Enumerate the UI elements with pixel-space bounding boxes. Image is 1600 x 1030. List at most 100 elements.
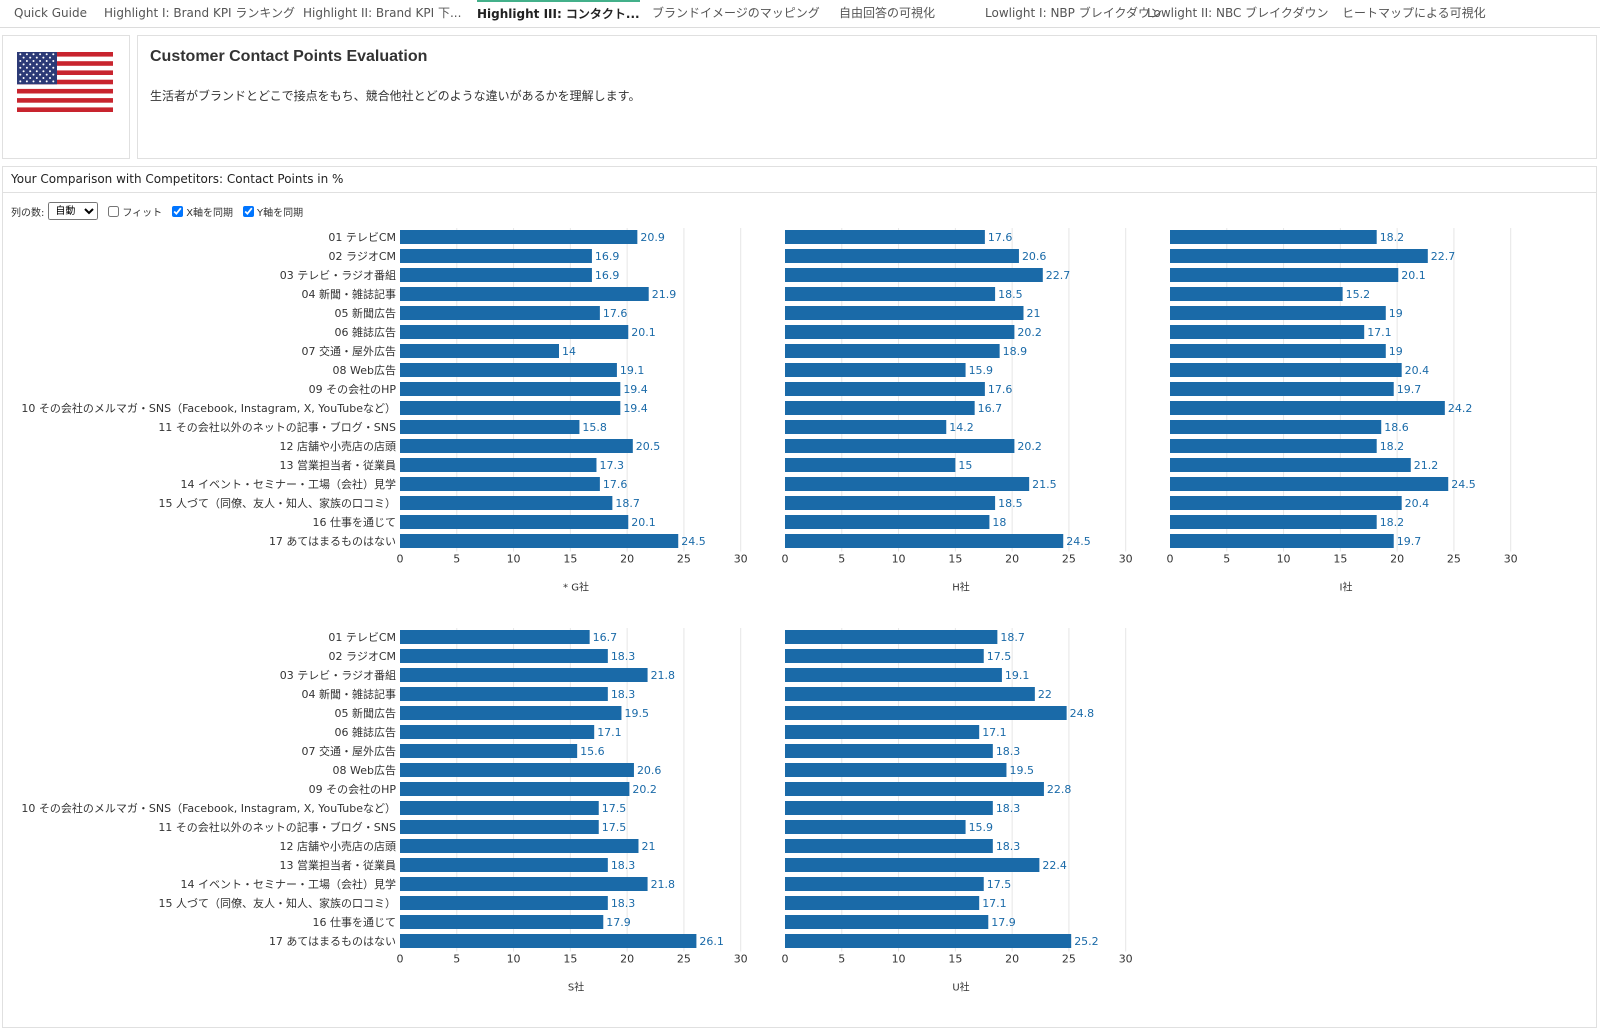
bar xyxy=(1170,534,1394,548)
bar-value-label: 16.9 xyxy=(595,250,620,263)
category-label: 06 雑誌広告 xyxy=(335,725,397,739)
bar xyxy=(785,630,998,644)
bar-value-label: 18.2 xyxy=(1380,516,1405,529)
x-tick-label: 15 xyxy=(948,553,962,566)
bar-value-label: 19.7 xyxy=(1397,383,1422,396)
bar-value-label: 17.9 xyxy=(606,916,631,929)
bar xyxy=(785,687,1035,701)
bar-value-label: 18.9 xyxy=(1003,345,1028,358)
bar-value-label: 17.5 xyxy=(602,821,627,834)
bar xyxy=(785,287,996,301)
bar xyxy=(785,344,1000,358)
category-label: 09 その会社のHP xyxy=(309,382,397,396)
fit-checkbox[interactable] xyxy=(108,205,120,217)
bar xyxy=(400,801,599,815)
tab-4[interactable]: Highlight III: コンタクト... xyxy=(477,0,640,27)
tab-6[interactable]: 自由回答の可視化 xyxy=(839,6,936,20)
tab-8[interactable]: Lowlight II: NBC ブレイクダウン xyxy=(1147,6,1329,20)
bar xyxy=(785,706,1067,720)
bar-value-label: 17.1 xyxy=(982,726,1007,739)
tab-1[interactable]: Quick Guide xyxy=(14,6,87,20)
us-flag-icon xyxy=(17,52,113,112)
bar-value-label: 21 xyxy=(1026,307,1040,320)
bar xyxy=(785,496,996,510)
bar-value-label: 18.3 xyxy=(996,802,1021,815)
bar-value-label: 15 xyxy=(958,459,972,472)
category-label: 14 イベント・セミナー・工場（会社）見学 xyxy=(181,877,397,891)
bar-value-label: 22.4 xyxy=(1042,859,1067,872)
tab-3[interactable]: Highlight II: Brand KPI 下... xyxy=(303,6,462,20)
bar-value-label: 21.8 xyxy=(651,878,676,891)
category-label: 10 その会社のメルマガ・SNS（Facebook, Instagram, X,… xyxy=(21,801,396,815)
bar xyxy=(785,839,993,853)
bar xyxy=(400,382,621,396)
bar-value-label: 20.1 xyxy=(1401,269,1426,282)
bar-value-label: 17.6 xyxy=(603,478,628,491)
bar xyxy=(785,515,990,529)
bar-value-label: 20.6 xyxy=(1022,250,1046,263)
x-tick-label: 20 xyxy=(1005,953,1019,966)
bar xyxy=(400,744,578,758)
x-tick-label: 10 xyxy=(507,953,521,966)
x-tick-label: 30 xyxy=(1504,553,1518,566)
category-label: 11 その会社以外のネットの記事・ブログ・SNS xyxy=(158,820,396,834)
bar xyxy=(400,896,608,910)
bar xyxy=(785,744,993,758)
bar xyxy=(1170,420,1382,434)
x-tick-label: 25 xyxy=(1447,553,1461,566)
tab-7[interactable]: Lowlight I: NBP ブレイクダウン xyxy=(985,6,1162,20)
bar-value-label: 20.4 xyxy=(1405,364,1430,377)
bar xyxy=(400,630,590,644)
bar xyxy=(785,230,985,244)
bar xyxy=(1170,515,1377,529)
bar-value-label: 19.7 xyxy=(1397,535,1422,548)
category-label: 16 仕事を通じて xyxy=(313,916,397,929)
bar-value-label: 20.1 xyxy=(631,326,656,339)
x-tick-label: 5 xyxy=(1223,553,1230,566)
bar xyxy=(400,668,648,682)
bar-value-label: 21.5 xyxy=(1032,478,1057,491)
bar-value-label: 17.3 xyxy=(599,459,624,472)
sync-y-checkbox[interactable] xyxy=(243,205,255,217)
x-tick-label: 15 xyxy=(563,953,577,966)
bar-value-label: 14.2 xyxy=(949,421,974,434)
bar-value-label: 20.4 xyxy=(1405,497,1430,510)
fit-toggle[interactable]: フィット xyxy=(108,204,162,219)
category-label: 03 テレビ・ラジオ番組 xyxy=(280,669,396,682)
x-tick-label: 5 xyxy=(838,953,845,966)
bar xyxy=(785,915,989,929)
bar-value-label: 24.2 xyxy=(1448,402,1473,415)
bar xyxy=(400,306,600,320)
x-tick-label: 10 xyxy=(507,553,521,566)
tab-5[interactable]: ブランドイメージのマッピング xyxy=(652,6,820,20)
bar xyxy=(400,725,595,739)
sync-x-toggle[interactable]: X軸を同期 xyxy=(172,204,233,219)
category-label: 13 営業担当者・従業員 xyxy=(280,858,397,872)
x-tick-label: 30 xyxy=(734,953,748,966)
tab-bar: Quick Guide Highlight I: Brand KPI ランキング H… xyxy=(0,0,1600,28)
panel-title: Your Comparison with Competitors: Contac… xyxy=(3,167,1596,193)
bar-value-label: 24.5 xyxy=(1451,478,1476,491)
series-name: H社 xyxy=(952,581,970,594)
flag-card xyxy=(2,35,130,159)
bar-value-label: 16.7 xyxy=(593,631,618,644)
bar-value-label: 21.9 xyxy=(652,288,677,301)
header-card: Customer Contact Points Evaluation 生活者がブ… xyxy=(137,35,1597,159)
bar-value-label: 18.7 xyxy=(1000,631,1024,644)
sync-y-toggle[interactable]: Y軸を同期 xyxy=(243,204,303,219)
columns-select[interactable]: 自動 xyxy=(48,202,99,220)
bar-value-label: 26.1 xyxy=(699,935,724,948)
category-label: 05 新聞広告 xyxy=(335,306,397,320)
bar-value-label: 14 xyxy=(562,345,576,358)
tab-9[interactable]: ヒートマップによる可視化 xyxy=(1342,6,1486,20)
x-tick-label: 10 xyxy=(892,553,906,566)
tab-2[interactable]: Highlight I: Brand KPI ランキング xyxy=(104,6,296,20)
bar xyxy=(400,782,630,796)
sync-x-checkbox[interactable] xyxy=(172,205,184,217)
bar xyxy=(400,534,679,548)
x-tick-label: 30 xyxy=(1119,553,1133,566)
category-label: 03 テレビ・ラジオ番組 xyxy=(280,269,396,282)
bar xyxy=(400,249,592,263)
bar-value-label: 18.3 xyxy=(611,897,636,910)
